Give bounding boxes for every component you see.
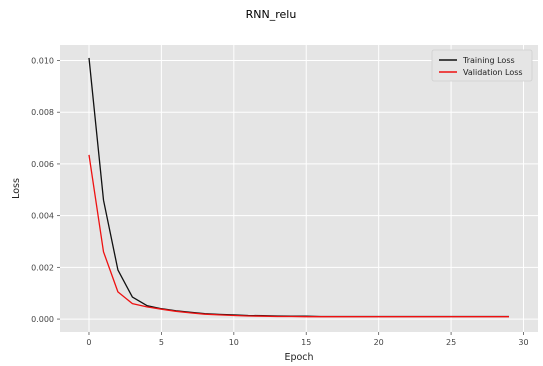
x-tick-label: 15 [301,338,311,347]
series-line-validation-loss [88,154,509,318]
x-tick-label: 25 [446,338,456,347]
x-axis-label: Epoch [284,352,313,363]
x-tick-label: 10 [229,338,239,347]
y-tick-label: 0.010 [31,57,54,66]
y-tick-label: 0.008 [31,108,54,117]
x-tick-label: 0 [86,338,91,347]
y-tick-label: 0.000 [31,315,54,324]
x-tick-label: 20 [374,338,384,347]
plot-area [60,45,538,332]
legend-label: Validation Loss [463,68,523,77]
y-tick-label: 0.006 [31,160,54,169]
legend-box [431,49,533,82]
x-tick-label: 30 [518,338,528,347]
x-tick-label: 5 [159,338,164,347]
y-tick-label: 0.004 [31,212,54,221]
legend: Training Loss Validation Loss [431,49,533,82]
y-axis-label: Loss [11,178,22,199]
series-lines [88,57,509,318]
legend-label: Training Loss [462,56,515,65]
y-tick-label: 0.002 [31,263,54,272]
chart-title: RNN_relu [246,8,297,21]
axis-ticks: 0 5 10 15 20 25 30 0.000 0.002 0.004 0.006 0.008 0.0… [31,57,529,347]
